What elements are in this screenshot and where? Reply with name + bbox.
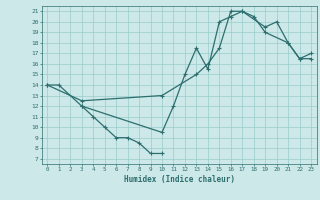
X-axis label: Humidex (Indice chaleur): Humidex (Indice chaleur): [124, 175, 235, 184]
